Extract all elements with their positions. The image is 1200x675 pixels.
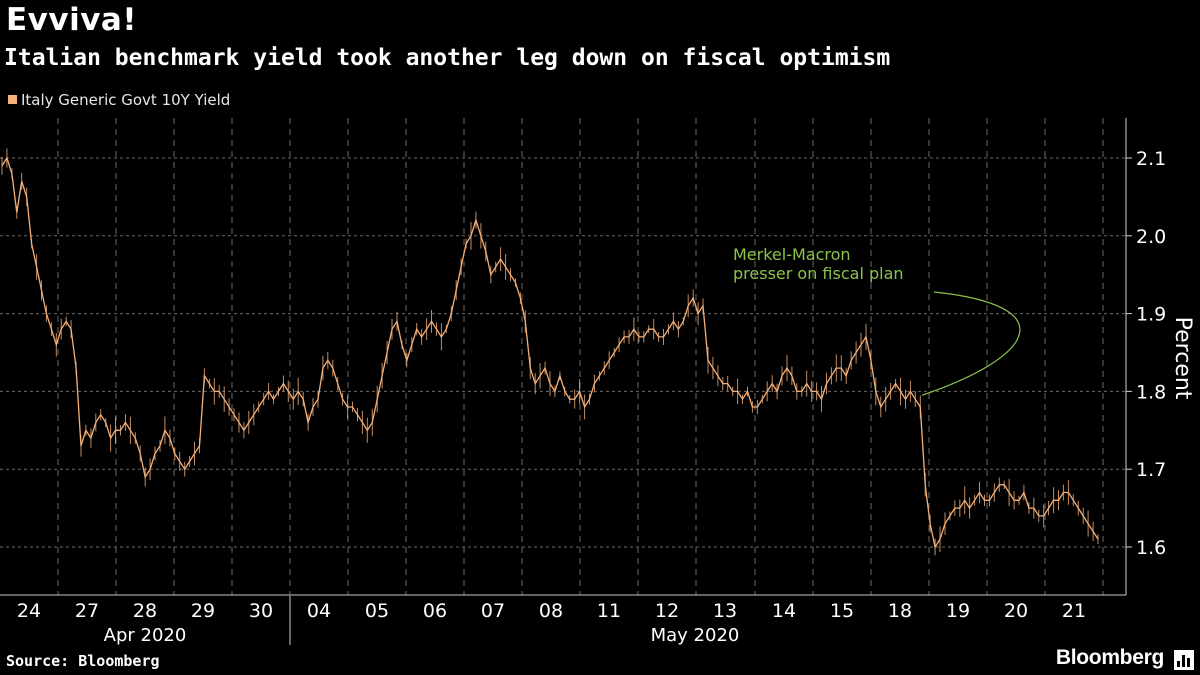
vertical-gridlines xyxy=(57,118,1104,645)
y-tick-label: 2.1 xyxy=(1136,148,1166,170)
y-tick-label: 1.7 xyxy=(1136,459,1166,481)
x-day-label: 18 xyxy=(888,600,912,622)
annotation-line-1: Merkel-Macron xyxy=(733,245,851,264)
x-day-label: 04 xyxy=(307,600,331,622)
x-day-label: 30 xyxy=(249,600,273,622)
x-day-label: 07 xyxy=(481,600,505,622)
y-axis-label: Percent xyxy=(1170,317,1195,400)
bloomberg-logo-text: Bloomberg xyxy=(1055,646,1164,669)
horizontal-gridlines xyxy=(0,157,1132,548)
chart-title: Evviva! xyxy=(6,2,137,38)
chart-subtitle: Italian benchmark yield took another leg… xyxy=(4,45,891,71)
x-day-label: 28 xyxy=(133,600,157,622)
x-day-label: 21 xyxy=(1062,600,1086,622)
axes xyxy=(0,118,1127,596)
annotation-connector xyxy=(921,291,1021,396)
source-note: Source: Bloomberg xyxy=(6,652,160,670)
x-day-label: 08 xyxy=(539,600,563,622)
x-day-label: 13 xyxy=(713,600,737,622)
x-day-label: 12 xyxy=(655,600,679,622)
x-day-label: 19 xyxy=(946,600,970,622)
x-day-label: 05 xyxy=(365,600,389,622)
x-day-label: 29 xyxy=(191,600,215,622)
x-axis-tick-labels: 24 27 28 29 30 04 05 06 07 08 11 12 13 14 15 18 19 20 21 xyxy=(17,600,1086,622)
x-day-label: 24 xyxy=(17,600,41,622)
y-tick-label: 2.0 xyxy=(1136,226,1166,248)
yield-line xyxy=(1,156,1099,549)
y-tick-label: 1.6 xyxy=(1136,537,1166,559)
x-day-label: 14 xyxy=(772,600,796,622)
y-axis-tick-labels: 1.6 1.7 1.8 1.9 2.0 2.1 xyxy=(1136,148,1166,559)
x-day-label: 27 xyxy=(75,600,99,622)
x-day-label: 11 xyxy=(597,600,621,622)
month-label-may: May 2020 xyxy=(651,625,740,646)
y-tick-label: 1.8 xyxy=(1136,381,1166,403)
month-label-apr: Apr 2020 xyxy=(104,625,187,646)
x-day-label: 15 xyxy=(830,600,854,622)
x-day-label: 06 xyxy=(423,600,447,622)
y-tick-label: 1.9 xyxy=(1136,304,1166,326)
legend-label: Italy Generic Govt 10Y Yield xyxy=(21,91,231,109)
legend: Italy Generic Govt 10Y Yield xyxy=(8,91,230,109)
annotation: Merkel-Macron presser on fiscal plan xyxy=(733,245,1021,396)
annotation-line-2: presser on fiscal plan xyxy=(733,264,904,283)
x-day-label: 20 xyxy=(1004,600,1028,622)
bloomberg-chart-icon xyxy=(1174,650,1194,670)
legend-swatch xyxy=(8,95,17,104)
series-line xyxy=(1,148,1099,556)
